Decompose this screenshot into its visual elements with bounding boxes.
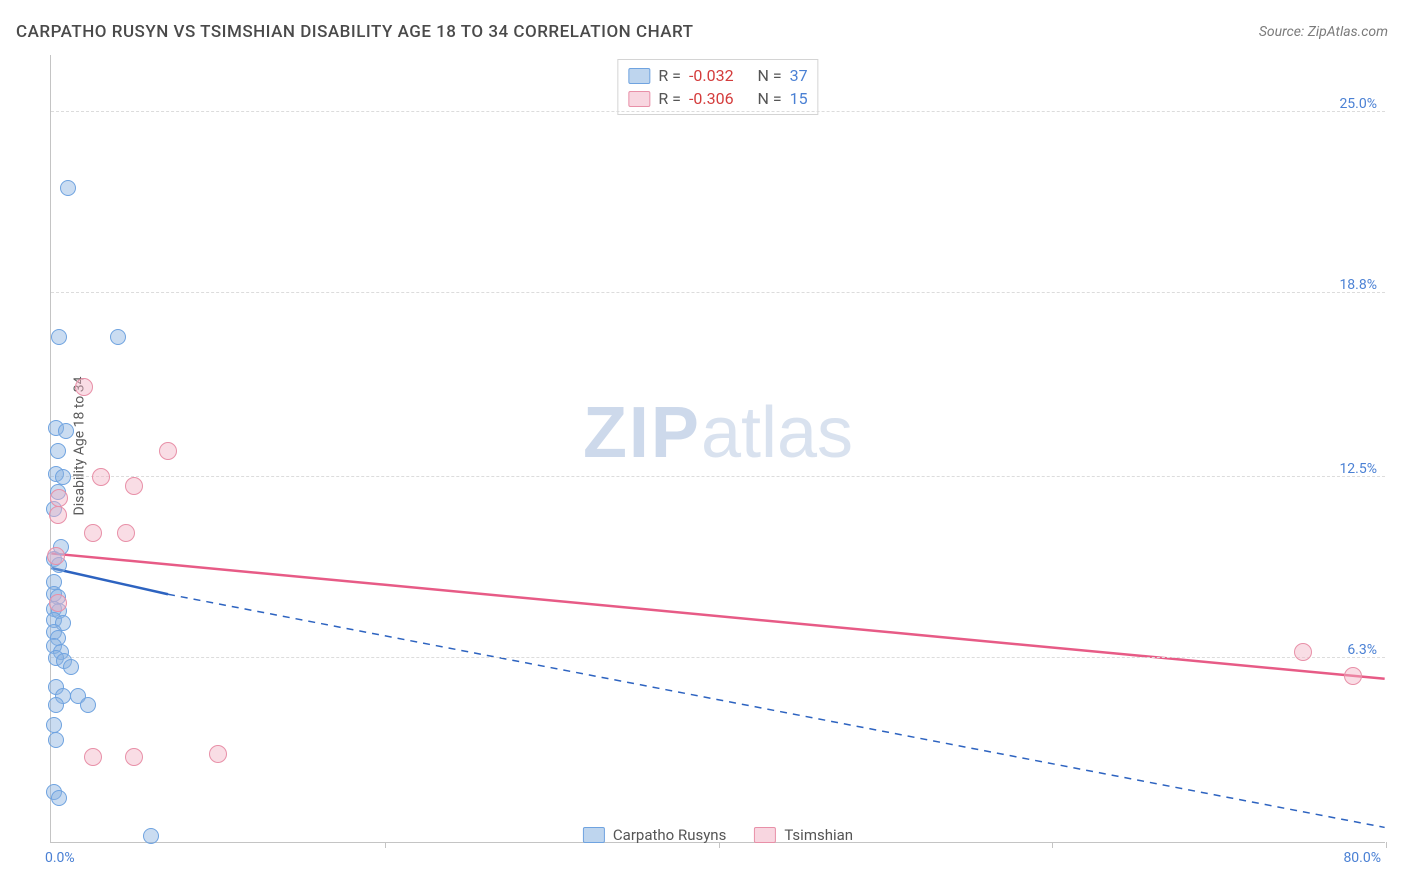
watermark: ZIPatlas xyxy=(583,392,853,474)
data-point xyxy=(48,732,64,748)
watermark-atlas: atlas xyxy=(701,393,853,473)
trend-line xyxy=(51,568,168,594)
label-r: R = xyxy=(658,89,681,108)
data-point xyxy=(48,697,64,713)
data-point xyxy=(110,329,126,345)
label-n: N = xyxy=(758,66,782,85)
data-point xyxy=(84,524,102,542)
y-tick-label: 12.5% xyxy=(1339,461,1377,477)
trend-line xyxy=(51,553,1384,678)
correlation-chart: CARPATHO RUSYN VS TSIMSHIAN DISABILITY A… xyxy=(0,0,1406,892)
chart-title: CARPATHO RUSYN VS TSIMSHIAN DISABILITY A… xyxy=(16,22,694,42)
stats-row-pink: R = -0.306 N = 15 xyxy=(628,87,807,110)
data-point xyxy=(1344,667,1362,685)
x-tick xyxy=(719,842,720,848)
data-point xyxy=(51,790,67,806)
gridline xyxy=(51,476,1385,477)
pink-n-value: 15 xyxy=(790,89,808,108)
watermark-zip: ZIP xyxy=(583,393,701,473)
y-tick-label: 18.8% xyxy=(1339,277,1377,293)
legend-label-pink: Tsimshian xyxy=(784,826,853,844)
data-point xyxy=(1294,643,1312,661)
data-point xyxy=(55,469,71,485)
y-tick-label: 25.0% xyxy=(1339,96,1377,112)
swatch-blue-icon xyxy=(583,827,605,843)
stats-box: R = -0.032 N = 37 R = -0.306 N = 15 xyxy=(617,59,818,115)
data-point xyxy=(49,594,67,612)
pink-r-value: -0.306 xyxy=(689,89,734,108)
gridline xyxy=(51,292,1385,293)
trend-line xyxy=(168,594,1385,827)
data-point xyxy=(159,442,177,460)
gridline xyxy=(51,657,1385,658)
legend-item-blue: Carpatho Rusyns xyxy=(583,826,726,844)
data-point xyxy=(80,697,96,713)
legend-label-blue: Carpatho Rusyns xyxy=(613,826,726,844)
data-point xyxy=(209,745,227,763)
legend-item-pink: Tsimshian xyxy=(754,826,853,844)
data-point xyxy=(92,468,110,486)
blue-r-value: -0.032 xyxy=(689,66,734,85)
source-attribution: Source: ZipAtlas.com xyxy=(1259,24,1388,40)
plot-area: ZIPatlas R = -0.032 N = 37 R = -0.306 N … xyxy=(50,55,1385,843)
data-point xyxy=(51,329,67,345)
data-point xyxy=(84,748,102,766)
data-point xyxy=(143,828,159,844)
data-point xyxy=(49,506,67,524)
x-tick xyxy=(1052,842,1053,848)
data-point xyxy=(125,748,143,766)
data-point xyxy=(58,423,74,439)
stats-row-blue: R = -0.032 N = 37 xyxy=(628,64,807,87)
data-point xyxy=(60,180,76,196)
data-point xyxy=(75,378,93,396)
data-point xyxy=(50,489,68,507)
swatch-pink-icon xyxy=(754,827,776,843)
data-point xyxy=(47,547,65,565)
label-n: N = xyxy=(758,89,782,108)
x-tick xyxy=(385,842,386,848)
trend-lines-svg xyxy=(51,55,1385,842)
y-tick-label: 6.3% xyxy=(1347,642,1377,658)
data-point xyxy=(125,477,143,495)
blue-n-value: 37 xyxy=(790,66,808,85)
x-tick-label: 80.0% xyxy=(1343,850,1381,866)
data-point xyxy=(117,524,135,542)
data-point xyxy=(50,443,66,459)
data-point xyxy=(46,717,62,733)
x-tick xyxy=(1386,842,1387,848)
swatch-blue-icon xyxy=(628,68,650,84)
label-r: R = xyxy=(658,66,681,85)
gridline xyxy=(51,111,1385,112)
data-point xyxy=(63,659,79,675)
swatch-pink-icon xyxy=(628,91,650,107)
x-tick-label: 0.0% xyxy=(45,850,75,866)
